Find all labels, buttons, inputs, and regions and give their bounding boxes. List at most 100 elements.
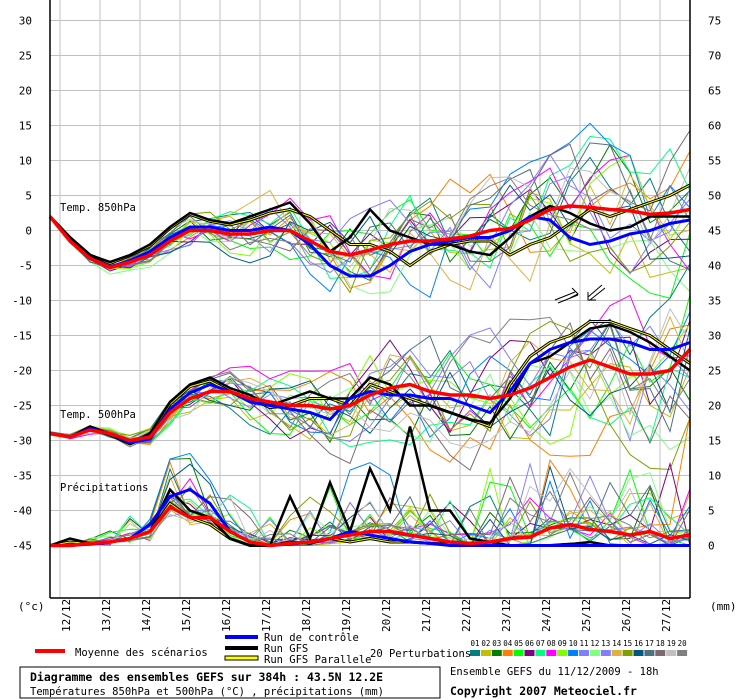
date-tick-label: 24/12 [540, 599, 553, 632]
perturbation-id-label: 12 [590, 639, 599, 648]
date-tick-label: 13/12 [100, 599, 113, 632]
perturbation-swatches: 01 02 03 04 05 06 07 08 09 10 11 12 13 14 15 16 17 18 19 20 [470, 639, 687, 656]
perturbation-swatch-20 [677, 650, 688, 656]
mean-line-precip_mm [50, 505, 691, 548]
right-tick-label: 75 [708, 15, 721, 28]
perturbation-07-t500 [49, 365, 691, 448]
date-tick-label: 12/12 [60, 599, 73, 632]
perturbation-swatch-05 [513, 650, 524, 656]
perturbation-id-label: 13 [601, 639, 610, 648]
legend-mean-label: Moyenne des scénarios [75, 647, 208, 659]
panel-label-t850: Temp. 850hPa [60, 202, 136, 214]
perturbation-id-label: 04 [503, 639, 513, 648]
right-tick-label: 65 [708, 85, 721, 98]
perturbation-swatch-08 [546, 650, 557, 656]
perturbation-swatch-04 [502, 650, 513, 656]
right-tick-label: 60 [708, 120, 721, 133]
date-tick-label: 19/12 [340, 599, 353, 632]
left-tick-label: -10 [12, 295, 32, 308]
perturbation-05-t500 [49, 294, 691, 445]
left-tick-label: -30 [12, 435, 32, 448]
perturbation-swatch-09 [557, 650, 568, 656]
right-tick-label: 70 [708, 50, 721, 63]
legend-gfs-label: Run GFS [264, 643, 308, 655]
perturbation-swatch-15 [622, 650, 633, 656]
perturbation-id-label: 19 [667, 639, 676, 648]
perturbation-swatch-07 [535, 650, 546, 656]
perturbation-id-label: 07 [536, 639, 545, 648]
right-axis-unit: (mm) [710, 600, 737, 613]
perturbation-id-label: 05 [514, 639, 523, 648]
legend-mean-swatch [35, 649, 65, 653]
left-tick-label: 10 [19, 155, 32, 168]
wind-arrows-icon [554, 284, 606, 304]
date-tick-label: 22/12 [460, 599, 473, 632]
right-tick-label: 10 [708, 470, 721, 483]
left-tick-label: 30 [19, 15, 32, 28]
perturbation-15-t850 [49, 194, 691, 294]
perturbation-swatch-17 [644, 650, 655, 656]
perturbation-id-label: 09 [558, 639, 567, 648]
perturbation-swatch-13 [600, 650, 611, 656]
perturbation-swatch-03 [491, 650, 502, 656]
perturbation-19-precip_mm [50, 467, 691, 547]
left-tick-label: 20 [19, 85, 32, 98]
perturbation-swatch-16 [633, 650, 644, 656]
right-tick-label: 50 [708, 190, 721, 203]
perturbation-id-label: 18 [656, 639, 666, 648]
date-tick-label: 26/12 [620, 599, 633, 632]
left-tick-label: -20 [12, 365, 32, 378]
right-tick-label: 20 [708, 400, 721, 413]
perturbation-swatch-18 [655, 650, 666, 656]
perturbation-swatch-19 [666, 650, 677, 656]
left-axis-unit: (°c) [18, 600, 45, 613]
right-tick-label: 25 [708, 365, 721, 378]
perturbation-id-label: 11 [580, 639, 589, 648]
left-tick-label: 15 [19, 120, 32, 133]
gfs-line-t850 [49, 201, 690, 264]
control-line-precip_mm [50, 487, 690, 548]
date-tick-label: 15/12 [180, 599, 193, 632]
perturbation-id-label: 15 [623, 639, 632, 648]
right-tick-label: 40 [708, 260, 721, 273]
legend-control-swatch [225, 635, 258, 639]
panel-label-t500: Temp. 500hPa [60, 409, 136, 421]
perturbation-id-label: 08 [547, 639, 557, 648]
perturbation-03-precip_mm [50, 457, 691, 547]
left-tick-label: -45 [12, 540, 32, 553]
date-tick-label: 14/12 [140, 599, 153, 632]
perturbation-12-t850 [49, 211, 691, 295]
perturbation-id-label: 14 [612, 639, 622, 648]
main-run-lines [48, 183, 692, 548]
perturbation-id-label: 16 [634, 639, 644, 648]
legend: Moyenne des scénarios Run de contrôle Ru… [35, 632, 687, 666]
date-tick-label: 23/12 [500, 599, 513, 632]
mean-line-t500 [49, 348, 692, 443]
perturbation-id-label: 02 [481, 639, 490, 648]
date-tick-label: 18/12 [300, 599, 313, 632]
perturbation-swatch-14 [611, 650, 622, 656]
legend-perturbations-label: 20 Perturbations [370, 648, 471, 660]
mean-line-t850 [48, 204, 691, 270]
perturbation-id-label: 20 [678, 639, 688, 648]
right-tick-label: 45 [708, 225, 721, 238]
perturbation-id-label: 10 [569, 639, 579, 648]
left-tick-label: -35 [12, 470, 32, 483]
perturbation-20-precip_mm [50, 471, 691, 547]
right-tick-label: 15 [708, 435, 721, 448]
perturbation-20-t850 [49, 177, 691, 271]
gfs-line-t500 [49, 323, 691, 446]
date-tick-label: 27/12 [660, 599, 673, 632]
perturbation-swatch-01 [470, 650, 480, 656]
perturbation-id-label: 06 [525, 639, 535, 648]
perturbation-swatch-02 [480, 650, 491, 656]
legend-gfs-swatch [225, 646, 258, 650]
chart-title: Diagramme des ensembles GEFS sur 384h : … [30, 670, 383, 684]
left-tick-label: 25 [19, 50, 32, 63]
panel-label-precip: Précipitations [60, 482, 149, 494]
left-tick-label: -40 [12, 505, 32, 518]
legend-parallel-swatch [224, 655, 259, 661]
right-tick-label: 35 [708, 295, 721, 308]
